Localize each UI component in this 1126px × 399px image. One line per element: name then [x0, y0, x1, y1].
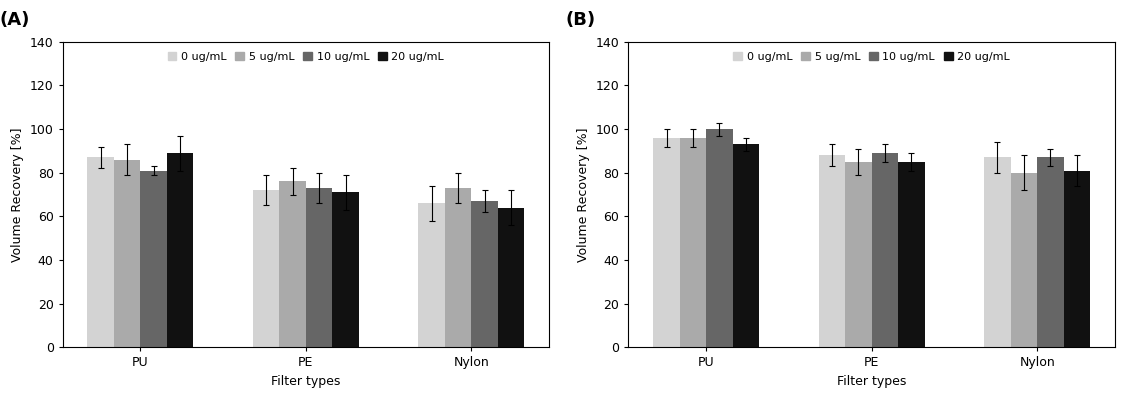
Bar: [306, 188, 332, 347]
Bar: [445, 188, 472, 347]
Bar: [419, 203, 445, 347]
Bar: [680, 138, 706, 347]
Bar: [819, 155, 846, 347]
Bar: [472, 201, 498, 347]
Bar: [114, 160, 141, 347]
Bar: [1064, 170, 1090, 347]
Bar: [1011, 173, 1037, 347]
Text: (A): (A): [0, 11, 29, 29]
Bar: [872, 153, 899, 347]
Legend: 0 ug/mL, 5 ug/mL, 10 ug/mL, 20 ug/mL: 0 ug/mL, 5 ug/mL, 10 ug/mL, 20 ug/mL: [163, 47, 448, 66]
Bar: [706, 129, 733, 347]
Bar: [253, 190, 279, 347]
Bar: [498, 207, 525, 347]
Legend: 0 ug/mL, 5 ug/mL, 10 ug/mL, 20 ug/mL: 0 ug/mL, 5 ug/mL, 10 ug/mL, 20 ug/mL: [729, 47, 1015, 66]
Bar: [167, 153, 194, 347]
Text: (B): (B): [565, 11, 596, 29]
Y-axis label: Volume Recovery [%]: Volume Recovery [%]: [577, 127, 590, 262]
Bar: [984, 158, 1011, 347]
Bar: [332, 192, 359, 347]
X-axis label: Filter types: Filter types: [271, 375, 340, 388]
Bar: [141, 170, 167, 347]
Bar: [899, 162, 924, 347]
Bar: [88, 158, 114, 347]
Bar: [653, 138, 680, 347]
Bar: [1037, 158, 1064, 347]
Bar: [733, 144, 759, 347]
Bar: [846, 162, 872, 347]
X-axis label: Filter types: Filter types: [837, 375, 906, 388]
Y-axis label: Volume Recovery [%]: Volume Recovery [%]: [11, 127, 25, 262]
Bar: [279, 182, 306, 347]
